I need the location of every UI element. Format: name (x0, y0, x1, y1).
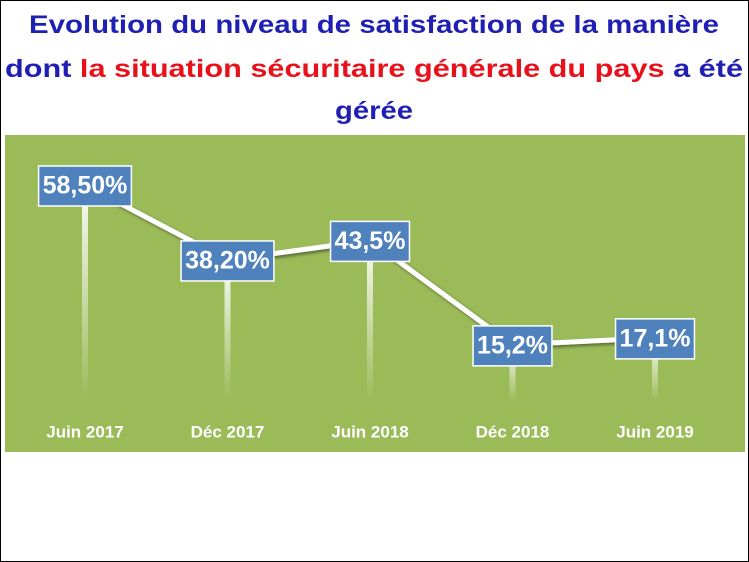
x-tick-label: Juin 2019 (616, 422, 694, 441)
title-segment: gérée (335, 97, 413, 125)
x-tick-label: Juin 2018 (331, 422, 409, 441)
data-label: 58,50% (37, 165, 133, 207)
drop-line (82, 185, 88, 401)
data-label-box (37, 165, 133, 207)
title-segment: Evolution du niveau de satisfaction de l… (29, 11, 719, 39)
data-label-text: 58,50% (43, 172, 128, 200)
chart-title-line: gérée (335, 97, 413, 125)
title-segment: la situation sécuritaire générale du pay… (80, 55, 665, 83)
data-label-text: 43,5% (335, 227, 406, 255)
chart-title-line: dont la situation sécuritaire générale d… (5, 55, 743, 83)
data-label-box (329, 220, 411, 263)
drop-line (367, 240, 373, 401)
data-label: 15,2% (472, 325, 553, 367)
data-label-text: 17,1% (620, 324, 691, 352)
drop-line (224, 259, 231, 401)
data-label-text: 15,2% (477, 331, 548, 359)
data-label: 43,5% (329, 220, 411, 263)
data-label-box (180, 240, 275, 282)
x-tick-label: Juin 2017 (46, 422, 124, 441)
title-segment: dont (5, 55, 72, 83)
data-label: 17,1% (614, 318, 696, 360)
data-label-text: 38,20% (185, 247, 270, 275)
x-tick-label: Déc 2018 (476, 422, 550, 441)
chart-title-line: Evolution du niveau de satisfaction de l… (29, 11, 719, 39)
title-segment: a été (673, 55, 743, 83)
data-label-box (472, 325, 553, 367)
drop-line (652, 337, 658, 401)
drop-line (509, 344, 516, 401)
x-tick-label: Déc 2017 (191, 422, 265, 441)
data-label-box (614, 318, 696, 360)
data-label: 38,20% (180, 240, 275, 282)
